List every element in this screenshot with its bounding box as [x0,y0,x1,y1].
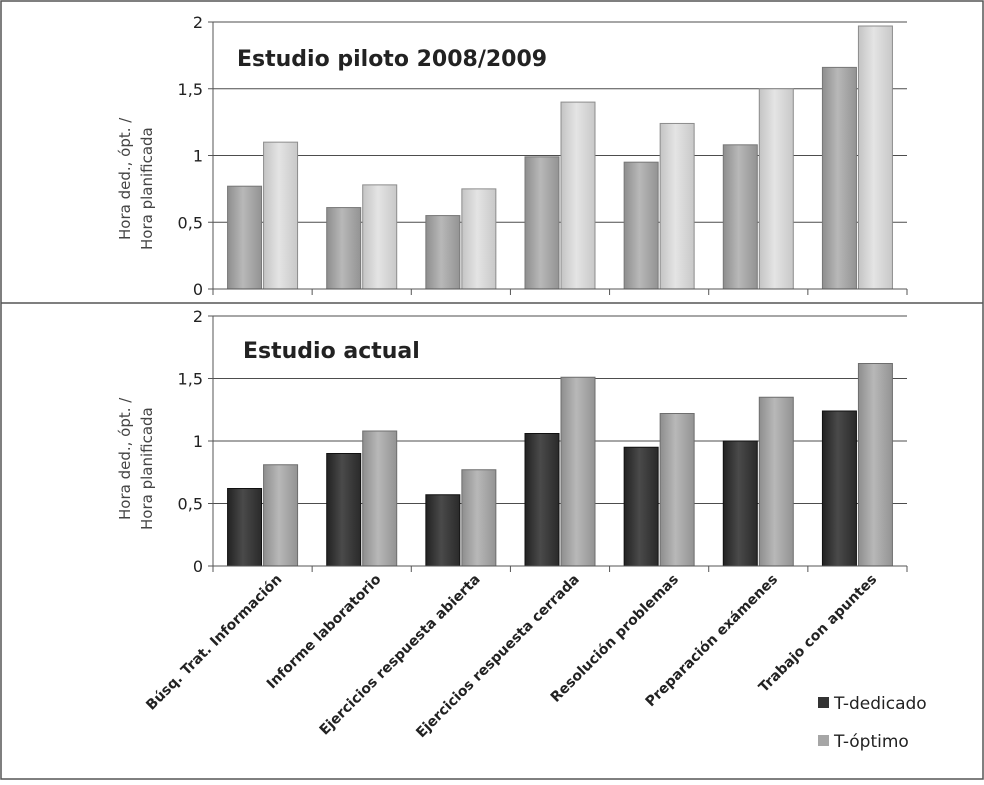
chart-title: Estudio actual [243,339,420,364]
legend-label-t-optimo: T-óptimo [833,732,909,752]
x-tick-label-ejercicios-respuesta-cerrada: Ejercicios respuesta cerrada [413,572,583,742]
y-tick-label: 2 [193,307,203,326]
bar-busq-trat-informacion-s0 [227,488,263,567]
y-axis-label-line1: Hora ded., ópt. / [116,397,134,520]
bar-ejercicios-respuesta-abierta-s0 [425,494,461,567]
bar-resolucion-problemas-s1 [659,413,695,567]
y-tick-label: 2 [193,13,203,32]
bar-busq-trat-informacion-s0 [227,185,263,290]
bar-group [227,25,893,290]
bar-group [227,363,893,567]
bar-ejercicios-respuesta-cerrada-s1 [560,101,596,290]
y-tick-label: 1 [193,432,203,451]
bar-trabajo-con-apuntes-s0 [821,410,857,567]
x-tick-label-trabajo-con-apuntes: Trabajo con apuntes [756,572,880,696]
y-tick-labels: 0 0,5 1 1,5 2 [178,13,203,299]
y-tick-label: 0 [193,280,203,299]
y-tick-label: 1,5 [178,370,203,389]
y-axis-label-line2: Hora planificada [138,407,156,530]
bar-busq-trat-informacion-s1 [263,464,299,567]
y-axis-label-line1: Hora ded., ópt. / [116,117,134,240]
chart-title: Estudio piloto 2008/2009 [237,47,547,72]
bar-preparacion-examenes-s0 [722,144,758,290]
bar-informe-laboratorio-s0 [326,453,362,567]
panel-current-study: 0 0,5 1 1,5 2 Búsq. Trat. InformaciónInforme… [116,307,908,741]
y-tick-label: 0,5 [178,495,203,514]
bar-preparacion-examenes-s1 [758,88,794,290]
y-tick-label: 1 [193,147,203,166]
axes [208,315,908,572]
y-tick-labels: 0 0,5 1 1,5 2 [178,307,203,576]
bar-resolucion-problemas-s1 [659,122,695,290]
bar-informe-laboratorio-s0 [326,207,362,290]
bar-ejercicios-respuesta-cerrada-s1 [560,376,596,567]
bar-trabajo-con-apuntes-s1 [857,25,893,290]
legend-swatch-t-optimo [818,735,829,746]
bar-resolucion-problemas-s0 [623,161,659,290]
y-tick-label: 0 [193,557,203,576]
bar-informe-laboratorio-s1 [362,184,398,290]
bar-preparacion-examenes-s0 [722,440,758,567]
panel-pilot-study: 0 0,5 1 1,5 2 Estudio piloto 2008/2009 Hora … [116,13,908,299]
bar-busq-trat-informacion-s1 [263,141,299,290]
bar-trabajo-con-apuntes-s0 [821,66,857,290]
bar-ejercicios-respuesta-abierta-s1 [461,188,497,290]
y-tick-label: 1,5 [178,80,203,99]
x-tick-label-ejercicios-respuesta-abierta: Ejercicios respuesta abierta [317,572,484,739]
bar-ejercicios-respuesta-abierta-s1 [461,469,497,567]
axes [208,21,908,295]
legend-label-t-dedicado: T-dedicado [833,694,927,714]
x-tick-label-busq-trat-informacion: Búsq. Trat. Información [143,572,285,714]
bar-ejercicios-respuesta-cerrada-s0 [524,156,560,290]
bar-resolucion-problemas-s0 [623,446,659,567]
bar-trabajo-con-apuntes-s1 [857,363,893,567]
bar-informe-laboratorio-s1 [362,430,398,567]
bar-ejercicios-respuesta-cerrada-s0 [524,433,560,567]
legend-swatch-t-dedicado [818,697,829,708]
bar-ejercicios-respuesta-abierta-s0 [425,215,461,290]
y-tick-label: 0,5 [178,213,203,232]
bar-preparacion-examenes-s1 [758,396,794,567]
x-tick-label-informe-laboratorio: Informe laboratorio [264,571,385,692]
y-axis-label-line2: Hora planificada [138,127,156,250]
legend: T-dedicado T-óptimo [818,694,927,752]
